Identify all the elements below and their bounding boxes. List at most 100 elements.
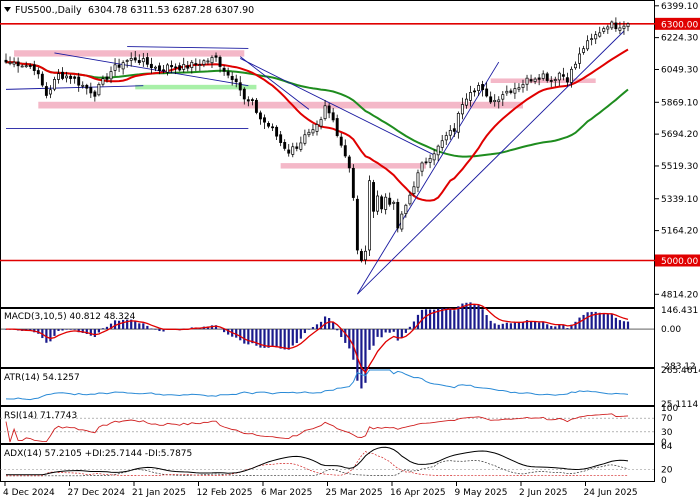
- macd-bar: [558, 324, 561, 330]
- candle-body: [521, 84, 525, 88]
- dropdown-triangle-icon[interactable]: [4, 7, 11, 12]
- macd-bar: [130, 319, 133, 330]
- candle-body: [614, 22, 618, 30]
- macd-bar: [235, 329, 238, 338]
- candle-body: [85, 84, 89, 89]
- macd-bar: [57, 329, 60, 331]
- macd-bar: [582, 314, 585, 330]
- macd-bar: [271, 329, 274, 347]
- candle-body: [246, 99, 250, 102]
- macd-bar: [142, 323, 145, 330]
- atr-tick-label: 265.4614: [661, 366, 700, 376]
- macd-bar: [618, 320, 622, 330]
- candle-body: [174, 66, 178, 69]
- candle-body: [404, 204, 408, 214]
- trendline-6: [357, 30, 625, 295]
- candle-body: [553, 79, 557, 81]
- price-tick-label: 5339.10: [661, 195, 698, 205]
- candle-body: [48, 89, 52, 95]
- macd-bar: [299, 329, 302, 339]
- macd-bar: [356, 329, 359, 381]
- macd-bar: [162, 329, 165, 332]
- candle-body: [574, 63, 577, 69]
- candle-body: [477, 85, 481, 91]
- macd-bar: [303, 329, 306, 334]
- macd-label: MACD(3,10,5) 40.812 48.324: [4, 312, 136, 322]
- atr-label: ATR(14) 54.1257: [4, 373, 80, 383]
- macd-bar: [428, 309, 432, 330]
- candle-body: [65, 75, 69, 79]
- candle-body: [517, 87, 521, 90]
- atr-panel-frame: [0, 368, 655, 406]
- macd-bar: [408, 326, 411, 330]
- candle-body: [602, 28, 606, 32]
- candle-body: [129, 58, 133, 61]
- candle-body: [335, 118, 339, 136]
- date-tick-label: 9 May 2025: [455, 488, 508, 498]
- macd-bar: [134, 321, 137, 330]
- candle-body: [137, 60, 141, 64]
- macd-bar: [138, 323, 141, 330]
- macd-bar: [477, 305, 480, 330]
- macd-bar: [73, 329, 76, 330]
- candle-body: [582, 48, 586, 53]
- trendline-3: [239, 56, 310, 110]
- candle-body: [319, 119, 323, 127]
- candle-body: [214, 55, 218, 58]
- zone-4: [135, 84, 257, 90]
- macd-bar: [622, 321, 626, 330]
- candle-body: [145, 57, 149, 65]
- macd-bar: [602, 313, 605, 330]
- macd-bar: [380, 329, 383, 338]
- chart-symbol: FUS500.,Daily: [15, 5, 82, 16]
- candle-body: [376, 195, 380, 212]
- candle-body: [16, 61, 20, 67]
- macd-bar: [255, 329, 258, 346]
- candle-body: [327, 105, 331, 114]
- macd-bar: [372, 329, 375, 346]
- rsi-line: [5, 413, 629, 443]
- price-tick-label: 6224.30: [661, 34, 698, 44]
- macd-bar: [218, 328, 222, 330]
- rsi-tick-label: 30: [661, 428, 673, 438]
- macd-bar: [113, 320, 117, 330]
- candle-body: [436, 145, 440, 156]
- candle-body: [497, 99, 501, 103]
- macd-bar: [570, 324, 573, 330]
- macd-bar: [505, 322, 508, 330]
- macd-bar: [441, 308, 444, 330]
- candle-body: [549, 80, 553, 82]
- candle-body: [448, 130, 452, 136]
- candle-body: [267, 122, 270, 127]
- candle-body: [364, 250, 367, 261]
- candle-body: [618, 27, 622, 31]
- candle-body: [380, 196, 384, 210]
- candle-body: [610, 21, 614, 29]
- date-tick-label: 27 Dec 2024: [68, 488, 126, 498]
- macd-bar: [473, 304, 476, 330]
- macd-bar: [239, 329, 242, 341]
- candle-body: [384, 196, 388, 210]
- candle-body: [166, 64, 170, 73]
- candle-body: [101, 78, 105, 85]
- macd-bar: [223, 329, 226, 333]
- candle-body: [372, 182, 375, 212]
- atr-tick-label: 25.1114: [661, 400, 698, 410]
- macd-bar: [315, 324, 319, 330]
- macd-bar: [384, 329, 387, 333]
- macd-bar: [227, 329, 230, 335]
- zone-3: [490, 78, 596, 84]
- macd-bar: [614, 317, 617, 330]
- candle-body: [53, 79, 56, 90]
- macd-bar: [251, 329, 254, 344]
- candle-body: [561, 74, 565, 77]
- price-tick-label: 5519.30: [661, 162, 698, 172]
- date-tick-label: 16 Apr 2025: [390, 488, 446, 498]
- macd-bar: [267, 329, 270, 348]
- macd-bar: [81, 329, 84, 333]
- candle-body: [158, 65, 161, 71]
- macd-bar: [610, 314, 613, 330]
- macd-bar: [412, 321, 416, 330]
- rsi-panel-frame: [0, 406, 655, 444]
